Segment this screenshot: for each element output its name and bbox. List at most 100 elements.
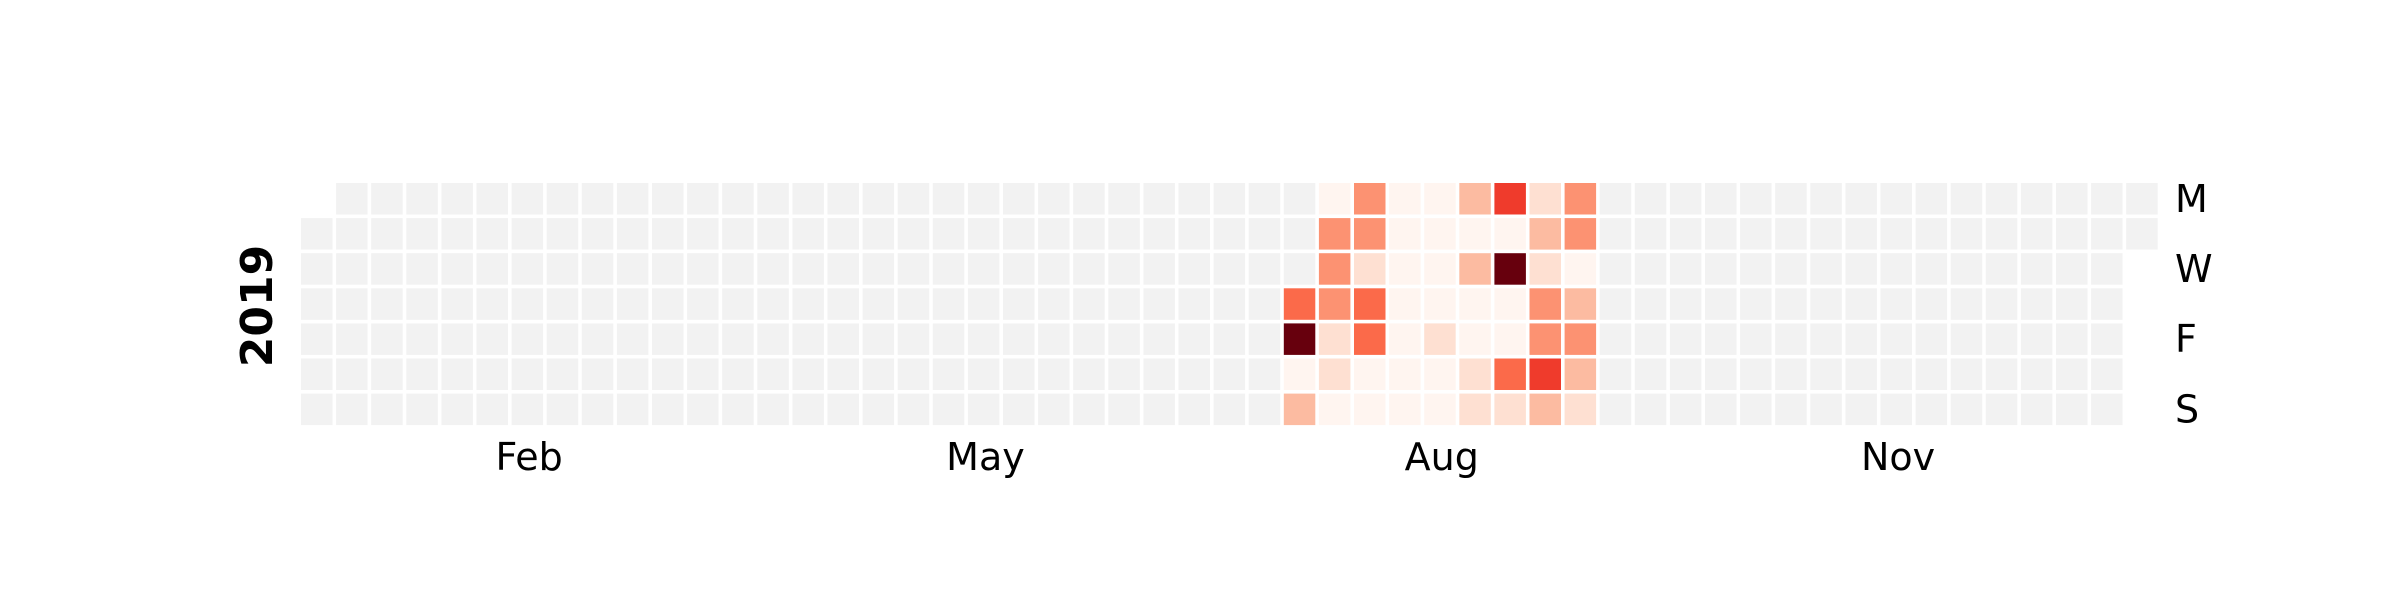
heatmap-cell <box>1915 218 1948 250</box>
heatmap-cell <box>616 358 649 390</box>
heatmap-cell <box>616 218 649 250</box>
heatmap-cell <box>406 393 438 426</box>
heatmap-cell <box>757 288 789 320</box>
heatmap-cell <box>1389 393 1421 426</box>
heatmap-cell <box>1634 288 1667 320</box>
month-tick-label: May <box>946 435 1025 479</box>
heatmap-cell <box>652 218 684 250</box>
heatmap-cell <box>1318 183 1351 215</box>
heatmap-cell <box>1775 358 1807 390</box>
heatmap-cell <box>1775 183 1807 215</box>
heatmap-cell <box>1810 358 1842 390</box>
heatmap-cell <box>862 393 895 426</box>
heatmap-cell <box>1985 288 2018 320</box>
heatmap-cell <box>722 253 754 285</box>
heatmap-cell <box>1213 323 1246 355</box>
heatmap-cell <box>967 288 1000 320</box>
heatmap-cell <box>476 358 508 390</box>
heatmap-cell <box>1003 393 1035 426</box>
heatmap-cell <box>1108 323 1140 355</box>
heatmap-cell <box>1424 393 1456 426</box>
heatmap-cell <box>336 393 368 426</box>
heatmap-cell <box>1845 358 1877 390</box>
heatmap-cell <box>406 323 438 355</box>
heatmap-cell <box>1599 253 1632 285</box>
heatmap-cell <box>511 358 544 390</box>
heatmap-cell <box>897 323 930 355</box>
heatmap-cell <box>1108 393 1140 426</box>
heatmap-cell <box>301 253 333 285</box>
heatmap-cell <box>1389 253 1421 285</box>
heatmap-cell <box>1599 183 1632 215</box>
heatmap-cell <box>1073 183 1105 215</box>
heatmap-cell <box>1178 183 1210 215</box>
heatmap-cell <box>792 218 824 250</box>
heatmap-cell <box>1705 393 1737 426</box>
heatmap-cell <box>2056 253 2088 285</box>
heatmap-cell <box>581 358 614 390</box>
heatmap-cell <box>1003 323 1035 355</box>
heatmap-cell <box>1003 218 1035 250</box>
heatmap-cell <box>932 323 965 355</box>
heatmap-cell <box>1810 323 1842 355</box>
heatmap-cell <box>511 323 544 355</box>
heatmap-cell <box>862 358 895 390</box>
heatmap-cell <box>1810 288 1842 320</box>
heatmap-cell <box>1985 253 2018 285</box>
month-tick-label: Aug <box>1405 435 1479 479</box>
heatmap-cell <box>1634 253 1667 285</box>
heatmap-cell <box>1389 183 1421 215</box>
heatmap-cell <box>1810 183 1842 215</box>
heatmap-cell <box>1669 358 1702 390</box>
heatmap-cell <box>792 393 824 426</box>
heatmap-cell <box>1283 183 1316 215</box>
heatmap-cell <box>1564 183 1597 215</box>
heatmap-cell <box>897 218 930 250</box>
heatmap-cell <box>581 288 614 320</box>
heatmap-cell <box>2091 323 2123 355</box>
heatmap-cell <box>301 393 333 426</box>
heatmap-cell <box>1354 253 1386 285</box>
heatmap-cell <box>722 218 754 250</box>
heatmap-cell <box>1494 253 1526 285</box>
heatmap-cell <box>546 393 579 426</box>
heatmap-cell <box>827 183 859 215</box>
heatmap-cell <box>511 218 544 250</box>
heatmap-cell <box>1634 218 1667 250</box>
heatmap-cell <box>1003 288 1035 320</box>
heatmap-cell <box>1003 253 1035 285</box>
heatmap-cell <box>1950 288 1983 320</box>
heatmap-cell <box>1354 218 1386 250</box>
heatmap-cell <box>616 288 649 320</box>
heatmap-cell <box>2056 218 2088 250</box>
heatmap-cell <box>1529 323 1561 355</box>
heatmap-cell <box>1705 183 1737 215</box>
heatmap-cell <box>1705 358 1737 390</box>
heatmap-cell <box>1564 323 1597 355</box>
heatmap-cell <box>1705 253 1737 285</box>
heatmap-cell <box>932 393 965 426</box>
heatmap-cell <box>1740 323 1772 355</box>
heatmap-cell <box>827 218 859 250</box>
weekday-tick-label: W <box>2175 247 2213 291</box>
heatmap-cell <box>792 323 824 355</box>
heatmap-cell <box>1740 288 1772 320</box>
heatmap-cell <box>1389 218 1421 250</box>
heatmap-cell <box>546 218 579 250</box>
heatmap-cell <box>652 323 684 355</box>
heatmap-cell <box>1038 183 1070 215</box>
heatmap-cell <box>1108 288 1140 320</box>
heatmap-cell <box>1389 288 1421 320</box>
heatmap-cell <box>2091 288 2123 320</box>
heatmap-cell <box>1880 323 1912 355</box>
heatmap-cell <box>1634 183 1667 215</box>
heatmap-cell <box>687 253 719 285</box>
heatmap-cell <box>897 183 930 215</box>
heatmap-cell <box>406 218 438 250</box>
heatmap-cell <box>1529 253 1561 285</box>
heatmap-cell <box>1038 288 1070 320</box>
heatmap-cell <box>1880 393 1912 426</box>
heatmap-cell <box>1248 288 1281 320</box>
heatmap-cell <box>862 288 895 320</box>
heatmap-cell <box>441 218 473 250</box>
